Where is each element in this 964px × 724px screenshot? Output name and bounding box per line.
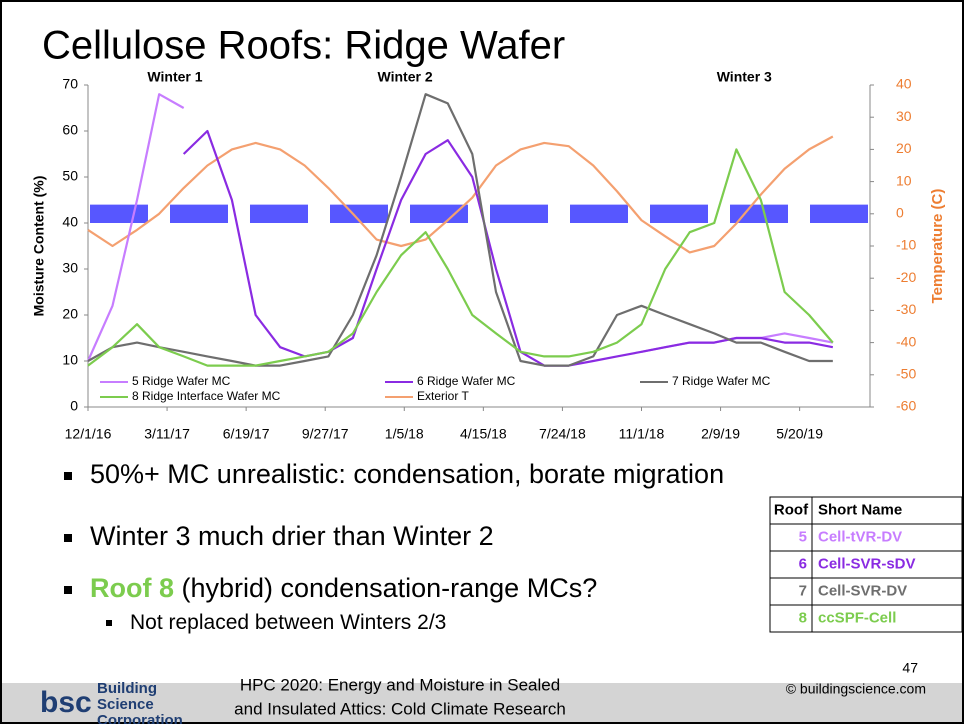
y2-tick-label: 10 [896, 172, 912, 188]
y2-tick-label: 20 [896, 140, 912, 156]
table-cell: Cell-SVR-DV [818, 582, 907, 599]
y2-tick-label: -50 [896, 366, 916, 382]
y-tick-label: 30 [62, 260, 78, 276]
bullet-text: Winter 3 much drier than Winter 2 [90, 521, 494, 551]
y-tick-label: 70 [62, 76, 78, 92]
table-cell: Cell-SVR-sDV [818, 555, 916, 572]
footer-text: and Insulated Attics: Cold Climate Resea… [234, 699, 566, 718]
table-cell: 6 [799, 555, 807, 572]
x-tick-label: 3/11/17 [144, 426, 190, 442]
company-name: Corporation [97, 712, 183, 724]
x-tick-label: 12/1/16 [65, 426, 112, 442]
y-axis-label: Moisture Content (%) [31, 176, 47, 317]
y2-tick-label: 0 [896, 205, 904, 221]
bullet-segment: Not replaced between Winters 2/3 [130, 611, 446, 634]
footer-text: HPC 2020: Energy and Moisture in Sealed [240, 675, 560, 694]
y2-tick-label: -40 [896, 333, 916, 349]
y2-axis-label: Temperature (C) [929, 189, 946, 304]
bullet-segment: (hybrid) condensation-range MCs? [174, 573, 597, 603]
table-header: Roof [774, 501, 809, 518]
y2-tick-label: 40 [896, 76, 912, 92]
y2-tick-label: -10 [896, 237, 916, 253]
series-line [87, 93, 833, 367]
company-name: Science [97, 696, 154, 713]
y-tick-label: 0 [70, 398, 78, 414]
x-tick-label: 4/15/18 [460, 426, 507, 442]
bullet-text: Roof 8 (hybrid) condensation-range MCs? [90, 573, 597, 603]
bullet-segment: Roof 8 [90, 573, 174, 603]
table-header: Short Name [818, 501, 902, 518]
x-tick-label: 2/9/19 [701, 426, 740, 442]
table-cell: 5 [799, 528, 807, 545]
y-tick-label: 50 [62, 168, 78, 184]
x-tick-label: 7/24/18 [539, 426, 586, 442]
table-cell: 7 [799, 582, 807, 599]
y-tick-label: 40 [62, 214, 78, 230]
y2-tick-label: -20 [896, 269, 916, 285]
legend-label: Exterior T [417, 389, 469, 403]
y2-tick-label: -60 [896, 398, 916, 414]
page-number: 47 [902, 660, 918, 676]
series-line [87, 148, 834, 367]
legend-label: 7 Ridge Wafer MC [672, 374, 771, 388]
logo: bsc [40, 686, 92, 719]
bullet-marker [106, 620, 112, 626]
company-name: Building [97, 680, 157, 697]
legend-label: 6 Ridge Wafer MC [417, 374, 516, 388]
bullet-marker [64, 472, 72, 480]
legend-label: 8 Ridge Interface Wafer MC [132, 389, 281, 403]
annotation: Winter 3 [717, 69, 772, 85]
bullet-marker [64, 586, 72, 594]
series-line [87, 135, 834, 254]
bullet-text: Not replaced between Winters 2/3 [130, 611, 446, 634]
y-tick-label: 20 [62, 306, 78, 322]
x-tick-label: 9/27/17 [302, 426, 349, 442]
series-line [182, 129, 834, 367]
bullet-text: 50%+ MC unrealistic: condensation, borat… [90, 459, 724, 489]
x-tick-label: 1/5/18 [385, 426, 424, 442]
legend-label: 5 Ridge Wafer MC [132, 374, 231, 388]
table-cell: 8 [799, 609, 807, 626]
y2-tick-label: -30 [896, 301, 916, 317]
table-cell: Cell-tVR-DV [818, 528, 902, 545]
footer-bar [0, 683, 964, 724]
table-cell: ccSPF-Cell [818, 609, 896, 626]
x-tick-label: 11/1/18 [619, 426, 665, 442]
y-tick-label: 10 [62, 352, 78, 368]
series-line [86, 93, 185, 362]
bullet-segment: 50%+ MC unrealistic: condensation, borat… [90, 459, 724, 489]
annotation: Winter 1 [147, 69, 202, 85]
y-tick-label: 60 [62, 122, 78, 138]
copyright: © buildingscience.com [786, 681, 926, 697]
x-tick-label: 5/20/19 [776, 426, 823, 442]
content: 50%+ MC unrealistic: condensation, borat… [40, 459, 963, 724]
x-tick-label: 6/19/17 [223, 426, 270, 442]
bullet-segment: Winter 3 much drier than Winter 2 [90, 521, 494, 551]
y2-tick-label: 30 [896, 108, 912, 124]
slide-title: Cellulose Roofs: Ridge Wafer [42, 24, 565, 68]
annotation: Winter 2 [378, 69, 433, 85]
chart: 0 10 20 30 40 50 60 70 -60 -50 -40 -30 -20 -10 0 10 20 30… [31, 69, 946, 442]
bullet-marker [64, 534, 72, 542]
